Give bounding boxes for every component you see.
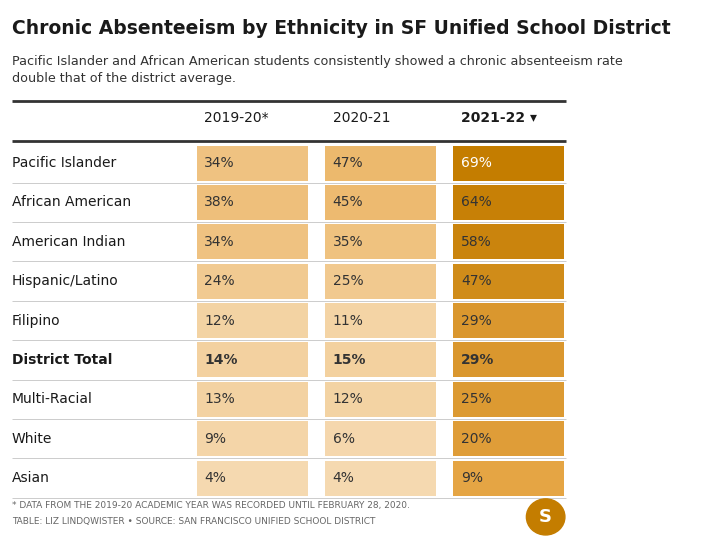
Circle shape — [527, 499, 565, 535]
Bar — [453, 146, 564, 181]
Text: 34%: 34% — [204, 156, 235, 170]
Text: 12%: 12% — [333, 392, 364, 406]
Bar — [197, 342, 308, 377]
Bar — [325, 146, 436, 181]
Bar — [197, 224, 308, 259]
Text: White: White — [12, 432, 52, 446]
Text: * DATA FROM THE 2019-20 ACADEMIC YEAR WAS RECORDED UNTIL FEBRUARY 28, 2020.: * DATA FROM THE 2019-20 ACADEMIC YEAR WA… — [12, 501, 409, 510]
Text: 9%: 9% — [461, 471, 483, 485]
Text: Filipino: Filipino — [12, 313, 60, 328]
Text: 9%: 9% — [204, 432, 226, 446]
Text: 11%: 11% — [333, 313, 364, 328]
Bar — [197, 185, 308, 220]
Text: 2019-20*: 2019-20* — [204, 110, 269, 125]
Text: 25%: 25% — [461, 392, 491, 406]
Text: 14%: 14% — [204, 353, 238, 367]
Text: 4%: 4% — [204, 471, 226, 485]
Bar — [325, 185, 436, 220]
Text: 47%: 47% — [461, 274, 491, 288]
Text: Asian: Asian — [12, 471, 49, 485]
Text: 12%: 12% — [204, 313, 235, 328]
Text: 2021-22 ▾: 2021-22 ▾ — [461, 110, 537, 125]
Text: 20%: 20% — [461, 432, 491, 446]
Text: 4%: 4% — [333, 471, 354, 485]
Text: 13%: 13% — [204, 392, 235, 406]
Text: 29%: 29% — [461, 313, 492, 328]
Bar — [325, 382, 436, 417]
Text: 69%: 69% — [461, 156, 492, 170]
Bar — [453, 303, 564, 338]
Bar — [197, 382, 308, 417]
Bar — [325, 421, 436, 456]
Bar — [453, 382, 564, 417]
Bar — [453, 421, 564, 456]
Text: TABLE: LIZ LINDQWISTER • SOURCE: SAN FRANCISCO UNIFIED SCHOOL DISTRICT: TABLE: LIZ LINDQWISTER • SOURCE: SAN FRA… — [12, 517, 375, 526]
Text: Multi-Racial: Multi-Racial — [12, 392, 92, 406]
Text: 2020-21: 2020-21 — [333, 110, 390, 125]
Bar — [197, 303, 308, 338]
Text: 47%: 47% — [333, 156, 364, 170]
Bar — [453, 461, 564, 496]
Bar — [325, 461, 436, 496]
Bar — [325, 264, 436, 299]
Text: 58%: 58% — [461, 235, 492, 249]
Bar — [325, 342, 436, 377]
Text: African American: African American — [12, 195, 131, 210]
Text: 64%: 64% — [461, 195, 492, 210]
Text: District Total: District Total — [12, 353, 112, 367]
Bar — [197, 461, 308, 496]
Bar — [197, 421, 308, 456]
Bar — [453, 185, 564, 220]
Text: Hispanic/Latino: Hispanic/Latino — [12, 274, 119, 288]
Bar — [197, 146, 308, 181]
Text: 45%: 45% — [333, 195, 364, 210]
Text: Chronic Absenteeism by Ethnicity in SF Unified School District: Chronic Absenteeism by Ethnicity in SF U… — [12, 19, 670, 38]
Text: Pacific Islander and African American students consistently showed a chronic abs: Pacific Islander and African American st… — [12, 55, 623, 85]
Bar — [453, 342, 564, 377]
Text: Pacific Islander: Pacific Islander — [12, 156, 116, 170]
Bar — [197, 264, 308, 299]
Bar — [453, 264, 564, 299]
Text: 35%: 35% — [333, 235, 364, 249]
Text: 38%: 38% — [204, 195, 235, 210]
Text: 6%: 6% — [333, 432, 354, 446]
Text: 25%: 25% — [333, 274, 364, 288]
Bar — [453, 224, 564, 259]
Bar — [325, 303, 436, 338]
Text: 24%: 24% — [204, 274, 235, 288]
Bar — [325, 224, 436, 259]
Text: 29%: 29% — [461, 353, 494, 367]
Text: 34%: 34% — [204, 235, 235, 249]
Text: S: S — [539, 508, 552, 526]
Text: American Indian: American Indian — [12, 235, 125, 249]
Text: 15%: 15% — [333, 353, 366, 367]
